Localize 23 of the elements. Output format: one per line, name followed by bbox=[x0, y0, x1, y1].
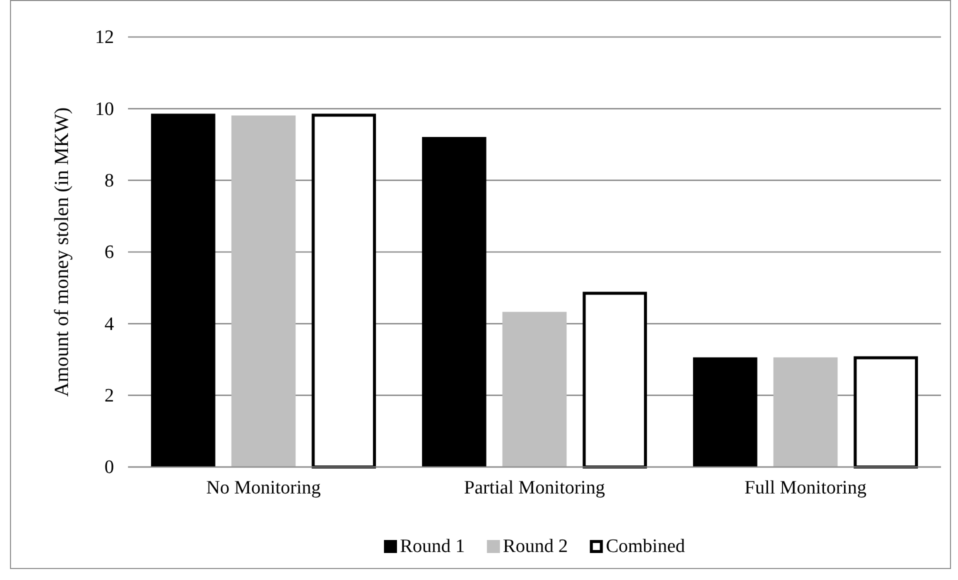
legend-label: Combined bbox=[606, 536, 686, 557]
bar bbox=[854, 356, 918, 468]
bar bbox=[693, 357, 758, 467]
bar bbox=[502, 312, 567, 467]
bar bbox=[231, 115, 296, 467]
legend-label: Round 1 bbox=[400, 536, 465, 557]
x-tick-label: Partial Monitoring bbox=[464, 477, 606, 498]
bar bbox=[151, 114, 216, 467]
x-tick-label: Full Monitoring bbox=[744, 477, 867, 498]
x-tick-label: No Monitoring bbox=[206, 477, 322, 498]
y-tick-label: 0 bbox=[104, 457, 114, 478]
y-tick-label: 10 bbox=[95, 98, 114, 120]
y-tick-label: 6 bbox=[104, 242, 114, 264]
bar bbox=[422, 136, 486, 467]
y-axis-title: Amount of money stolen (in MKW) bbox=[51, 107, 73, 397]
bar bbox=[773, 357, 838, 467]
bar bbox=[582, 292, 647, 468]
y-tick-label: 2 bbox=[104, 385, 114, 406]
y-tick-label: 4 bbox=[104, 314, 114, 335]
y-tick-label: 12 bbox=[95, 27, 114, 48]
legend-label: Round 2 bbox=[502, 536, 568, 557]
y-tick-label: 8 bbox=[104, 170, 114, 192]
bar bbox=[312, 114, 376, 468]
